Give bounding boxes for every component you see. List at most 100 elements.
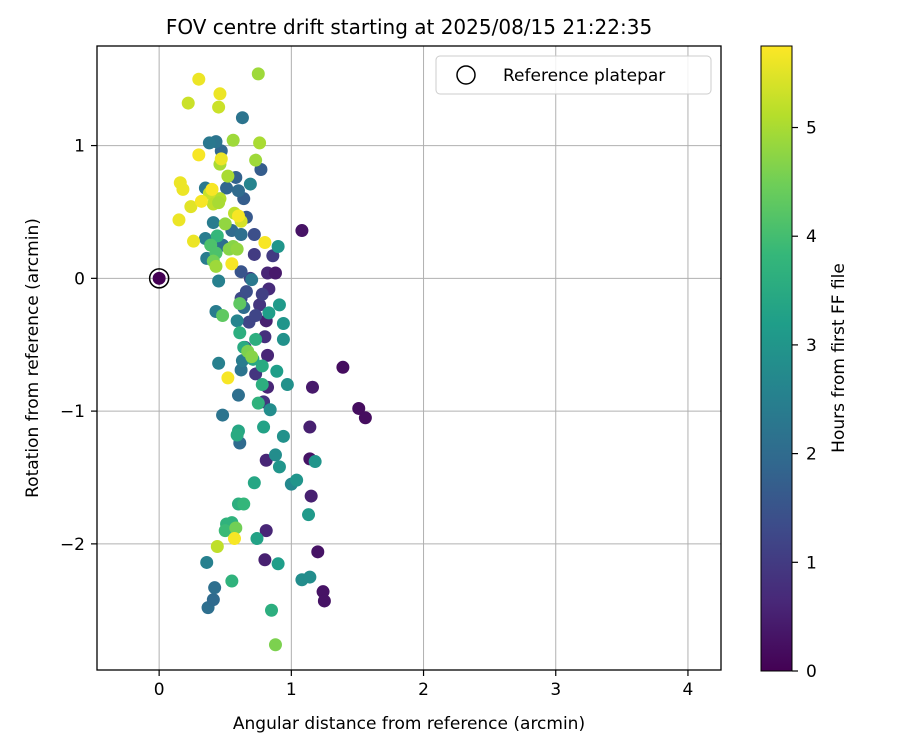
data-point — [184, 200, 198, 214]
data-point — [234, 265, 248, 279]
x-tick-label: 4 — [683, 680, 694, 700]
data-point — [225, 574, 239, 588]
colorbar-tick-label: 2 — [806, 445, 817, 465]
legend-marker-icon — [456, 65, 476, 85]
data-point — [216, 309, 230, 323]
data-point — [295, 224, 309, 238]
data-point — [230, 428, 244, 442]
data-point — [253, 136, 267, 150]
data-point — [205, 182, 219, 196]
data-point — [268, 638, 282, 652]
data-point — [311, 545, 325, 559]
data-point — [225, 257, 239, 271]
data-point — [234, 228, 248, 242]
colorbar-label: Hours from first FF file — [829, 263, 849, 453]
data-point — [272, 298, 286, 312]
data-point — [271, 557, 285, 571]
data-point — [243, 177, 257, 191]
colorbar-tick-label: 1 — [806, 553, 817, 573]
x-tick-label: 0 — [154, 680, 165, 700]
data-point — [221, 169, 235, 183]
data-points — [172, 67, 372, 652]
data-point — [206, 216, 220, 230]
data-point — [212, 274, 226, 288]
data-point — [255, 378, 269, 392]
data-point — [235, 111, 249, 125]
data-point — [200, 555, 214, 569]
data-point — [249, 332, 263, 346]
data-point — [257, 420, 271, 434]
data-point — [251, 67, 265, 81]
y-tick-label: 0 — [74, 269, 85, 289]
data-point — [210, 540, 224, 554]
data-point — [247, 228, 261, 242]
data-point — [358, 411, 372, 425]
chart-title: FOV centre drift starting at 2025/08/15 … — [166, 15, 652, 39]
data-point — [253, 298, 267, 312]
data-point — [258, 553, 272, 567]
data-point — [231, 388, 245, 402]
data-point — [214, 152, 228, 166]
data-point — [249, 309, 263, 323]
data-point — [216, 408, 230, 422]
data-point — [255, 359, 269, 373]
data-point — [265, 603, 279, 617]
data-point — [270, 364, 284, 378]
data-point — [187, 234, 201, 248]
data-point — [250, 532, 264, 546]
data-point — [268, 448, 282, 462]
y-axis-ticks: −2 −1 0 1 — [60, 137, 97, 555]
data-point — [213, 87, 227, 101]
data-point — [230, 314, 244, 328]
data-point — [247, 476, 261, 490]
x-tick-label: 1 — [286, 680, 297, 700]
data-point — [239, 285, 253, 299]
legend-box — [435, 55, 712, 95]
data-point — [272, 460, 286, 474]
reference-ring — [148, 268, 170, 289]
plot-frame — [96, 45, 722, 671]
data-point — [231, 184, 245, 198]
data-point — [255, 287, 269, 301]
data-point — [263, 403, 277, 417]
colorbar-gradient — [760, 45, 793, 672]
data-point — [247, 247, 261, 261]
y-tick-label: 1 — [74, 137, 85, 157]
colorbar-tick-label: 3 — [806, 336, 817, 356]
x-tick-label: 2 — [418, 680, 429, 700]
data-point — [259, 524, 273, 538]
colorbar: 0 1 2 3 4 5 Hours from first FF file — [760, 45, 849, 682]
data-point — [233, 326, 247, 340]
colorbar-ticks: 0 1 2 3 4 5 — [792, 119, 817, 682]
data-point — [194, 194, 208, 208]
data-point — [192, 148, 206, 162]
x-tick-label: 3 — [550, 680, 561, 700]
grid — [97, 46, 721, 670]
data-point — [268, 266, 282, 280]
data-point — [245, 350, 259, 364]
data-point — [192, 72, 206, 86]
data-point — [202, 136, 216, 150]
data-point — [303, 420, 317, 434]
data-point — [218, 524, 232, 538]
data-point — [303, 570, 317, 584]
data-point — [208, 581, 222, 595]
data-point — [276, 316, 290, 330]
data-point — [230, 242, 244, 256]
data-point — [220, 181, 234, 195]
data-point — [172, 213, 186, 227]
data-point — [280, 378, 294, 392]
data-point — [245, 273, 259, 287]
data-point — [176, 182, 190, 196]
data-point — [210, 229, 224, 243]
reference-marker — [148, 268, 170, 289]
data-point — [212, 100, 226, 114]
data-point — [226, 133, 240, 147]
data-point — [221, 371, 235, 385]
data-point — [352, 401, 366, 415]
data-point — [233, 297, 247, 311]
y-tick-label: −2 — [60, 535, 85, 555]
reference-point — [152, 271, 166, 285]
data-point — [209, 259, 223, 273]
